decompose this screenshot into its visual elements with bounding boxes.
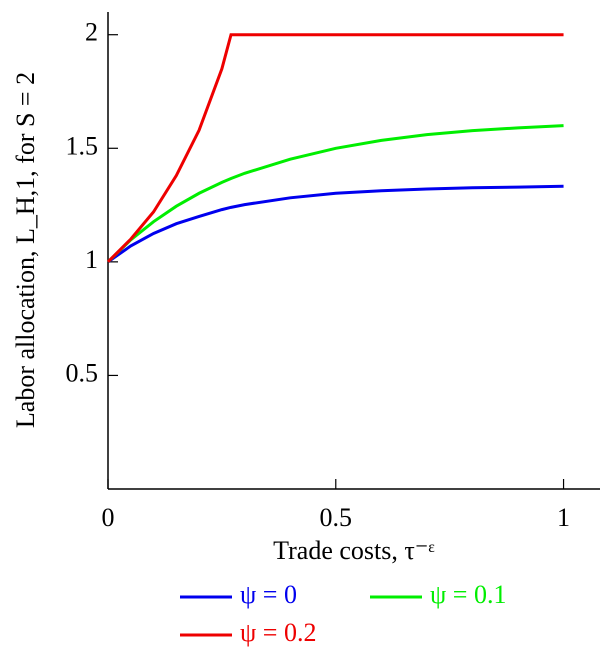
y-axis-label: Labor allocation, L_H,1, for S = 2 xyxy=(11,72,40,428)
legend-label: ψ = 0 xyxy=(240,580,297,609)
y-tick-label: 2 xyxy=(85,18,98,47)
y-tick-label: 1 xyxy=(85,245,98,274)
legend-label: ψ = 0.1 xyxy=(430,580,506,609)
line-series xyxy=(106,33,564,263)
x-tick-label: 1 xyxy=(557,503,570,532)
x-tick-label: 0 xyxy=(102,503,115,532)
x-tick-label: 0.5 xyxy=(320,503,353,532)
x-axis-label: Trade costs, τ⁻ᵋ xyxy=(273,536,435,565)
y-tick-label: 1.5 xyxy=(66,131,99,160)
line-series xyxy=(106,124,564,263)
y-tick-label: 0.5 xyxy=(66,358,99,387)
legend-label: ψ = 0.2 xyxy=(240,618,316,647)
line-series xyxy=(107,184,564,264)
